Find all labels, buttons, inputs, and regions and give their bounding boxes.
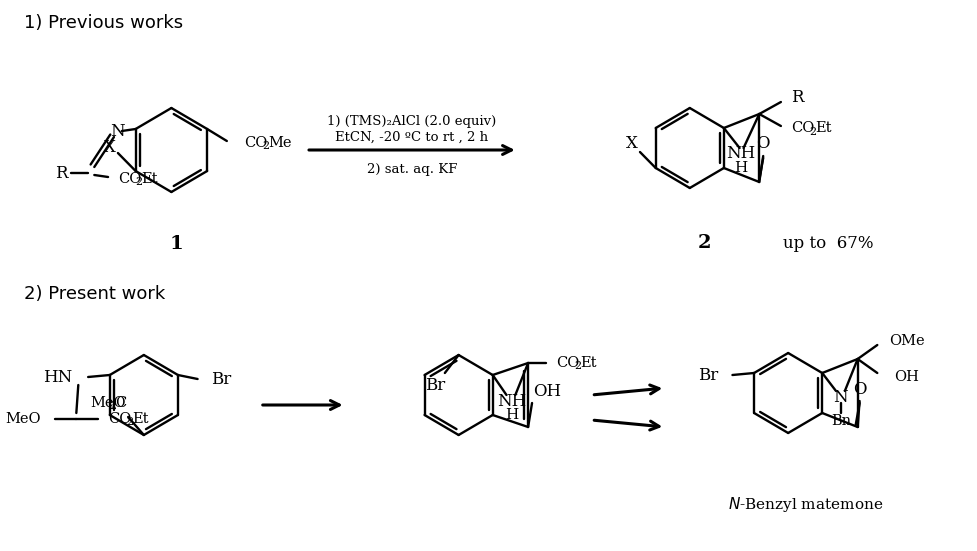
Text: Et: Et — [579, 356, 596, 370]
Text: up to  67%: up to 67% — [783, 235, 872, 251]
Text: O: O — [852, 381, 866, 397]
Text: C: C — [115, 396, 126, 410]
Text: Et: Et — [815, 121, 831, 135]
Text: 2: 2 — [573, 361, 581, 371]
Text: Et: Et — [132, 412, 149, 426]
Text: OMe: OMe — [888, 334, 924, 348]
Text: $\it{N}$-Benzyl matemone: $\it{N}$-Benzyl matemone — [728, 495, 882, 514]
Text: CO: CO — [244, 136, 268, 150]
Text: MeO: MeO — [91, 396, 126, 410]
Text: Br: Br — [211, 371, 232, 388]
Text: 1) Previous works: 1) Previous works — [23, 14, 183, 32]
Text: NH: NH — [496, 392, 526, 409]
Text: 2: 2 — [109, 401, 116, 411]
Text: CO: CO — [107, 412, 131, 426]
Text: Br: Br — [698, 366, 718, 383]
Text: 2) Present work: 2) Present work — [23, 285, 165, 303]
Text: 1) (TMS)₂AlCl (2.0 equiv): 1) (TMS)₂AlCl (2.0 equiv) — [327, 116, 496, 128]
Text: OH: OH — [532, 382, 561, 399]
Text: H: H — [504, 408, 518, 422]
Text: MeO: MeO — [5, 412, 41, 426]
Text: CO: CO — [118, 172, 141, 186]
Text: 2: 2 — [126, 417, 134, 427]
Text: Bn: Bn — [830, 414, 850, 428]
Text: EtCN, -20 ºC to rt , 2 h: EtCN, -20 ºC to rt , 2 h — [335, 131, 488, 143]
Text: 2) sat. aq. KF: 2) sat. aq. KF — [366, 164, 456, 176]
Text: CO: CO — [555, 356, 578, 370]
Text: X: X — [104, 139, 116, 156]
Text: Br: Br — [424, 376, 445, 393]
Text: 2: 2 — [697, 234, 710, 252]
Text: 2: 2 — [809, 127, 816, 137]
Text: X: X — [625, 136, 637, 153]
Text: NH: NH — [725, 145, 754, 163]
Text: CO: CO — [790, 121, 813, 135]
Text: 1: 1 — [169, 235, 183, 253]
Text: Me: Me — [268, 136, 291, 150]
Text: R: R — [55, 165, 67, 181]
Text: HN: HN — [43, 369, 72, 386]
Text: 2: 2 — [136, 177, 143, 187]
Text: OH: OH — [893, 370, 918, 384]
Text: Et: Et — [142, 172, 158, 186]
Text: 2: 2 — [262, 141, 269, 151]
Text: O: O — [755, 136, 769, 153]
Text: H: H — [733, 161, 746, 175]
Text: N: N — [110, 122, 125, 139]
Text: N: N — [832, 388, 847, 406]
Text: R: R — [790, 89, 802, 106]
